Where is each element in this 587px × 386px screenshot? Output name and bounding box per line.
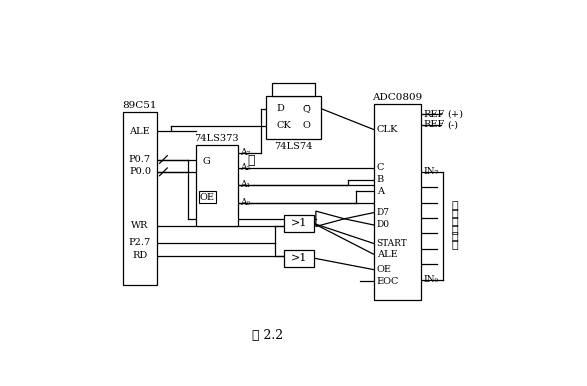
Bar	[272, 83, 315, 96]
Text: OE: OE	[377, 265, 392, 274]
Text: ⋮: ⋮	[247, 154, 255, 167]
Text: P0.7: P0.7	[129, 155, 151, 164]
Text: O: O	[302, 121, 311, 130]
Text: C: C	[377, 164, 384, 173]
Text: CLK: CLK	[377, 125, 398, 134]
Text: 图 2.2: 图 2.2	[252, 328, 283, 342]
Text: WR: WR	[131, 221, 149, 230]
Text: B: B	[377, 175, 384, 184]
Text: >1: >1	[291, 253, 307, 263]
Text: 74LS373: 74LS373	[195, 134, 239, 143]
Text: START: START	[377, 239, 407, 248]
Bar	[284, 215, 313, 232]
Text: 路: 路	[451, 209, 458, 219]
Text: 89C51: 89C51	[123, 101, 157, 110]
Bar	[373, 104, 421, 300]
Text: REF: REF	[424, 120, 445, 129]
Text: >1: >1	[291, 218, 307, 229]
Text: RD: RD	[132, 251, 147, 260]
Text: A₁: A₁	[241, 180, 251, 190]
Bar	[284, 250, 313, 267]
Text: Q̅: Q̅	[302, 104, 311, 113]
Text: (+): (+)	[447, 110, 463, 119]
Text: P2.7: P2.7	[129, 238, 151, 247]
Text: D7: D7	[377, 208, 390, 217]
Text: REF: REF	[424, 110, 445, 119]
Text: D: D	[276, 104, 285, 113]
Text: A₀: A₀	[241, 198, 251, 207]
Bar	[195, 145, 238, 226]
Bar	[199, 191, 216, 203]
Text: ALE: ALE	[377, 250, 397, 259]
Text: A₂: A₂	[241, 164, 251, 173]
Text: 模: 模	[451, 217, 458, 227]
Text: ALE: ALE	[130, 127, 150, 135]
Text: 拟: 拟	[451, 225, 458, 235]
Text: CK: CK	[276, 121, 291, 130]
Text: 74LS74: 74LS74	[274, 142, 313, 151]
Text: ADC0809: ADC0809	[372, 93, 423, 102]
Text: D0: D0	[377, 220, 390, 229]
Text: 八: 八	[451, 201, 458, 212]
Text: IN₀: IN₀	[424, 275, 438, 284]
Bar	[266, 96, 321, 139]
Text: G: G	[203, 157, 210, 166]
Text: A₇: A₇	[241, 148, 251, 157]
Bar	[123, 112, 157, 285]
Text: EOC: EOC	[377, 277, 399, 286]
Text: A: A	[377, 186, 384, 196]
Text: OE: OE	[200, 193, 215, 202]
Text: 入: 入	[451, 240, 458, 250]
Text: 输: 输	[451, 232, 458, 242]
Text: P0.0: P0.0	[129, 167, 151, 176]
Text: IN₇: IN₇	[424, 167, 438, 176]
Text: (-): (-)	[447, 120, 458, 129]
